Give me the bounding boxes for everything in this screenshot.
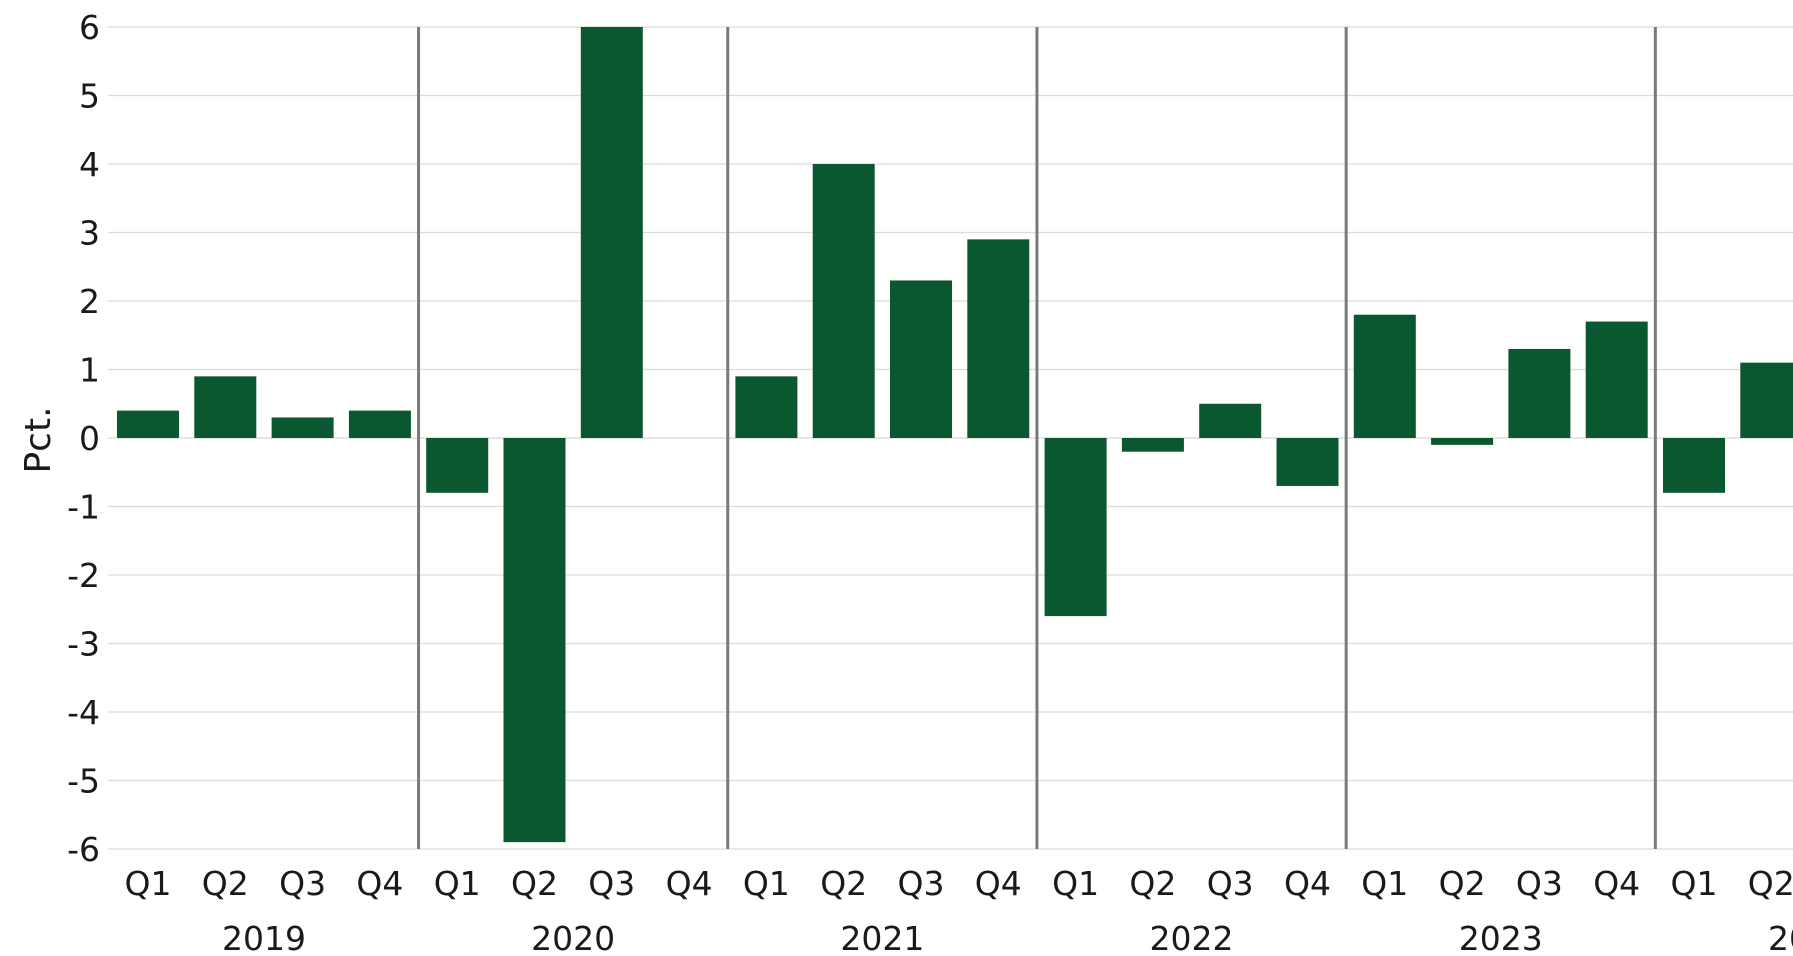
year-label: 2019	[222, 919, 306, 956]
x-tick-label: Q2	[1129, 864, 1176, 903]
y-tick-label: 1	[79, 351, 100, 390]
bar	[194, 376, 257, 438]
y-tick-label: 5	[79, 77, 100, 116]
bars	[117, 27, 1793, 843]
bar	[1121, 438, 1184, 452]
bar	[117, 410, 179, 438]
bar	[1508, 348, 1571, 438]
x-tick-label: Q3	[588, 864, 635, 903]
x-tick-label: Q3	[898, 864, 945, 903]
bar	[503, 438, 566, 843]
x-tick-label: Q2	[511, 864, 558, 903]
x-tick-label: Q2	[1439, 864, 1486, 903]
y-tick-label: 6	[79, 8, 100, 47]
x-tick-label: Q2	[1748, 864, 1793, 903]
x-tick-label: Q1	[434, 864, 481, 903]
bar	[1044, 438, 1107, 617]
y-tick-label: -1	[67, 488, 100, 527]
x-tick-label: Q1	[1052, 864, 1099, 903]
x-tick-label: Q4	[1593, 864, 1640, 903]
x-tick-label: Q3	[1207, 864, 1254, 903]
bar	[967, 239, 1030, 438]
bar	[1585, 321, 1648, 438]
x-tick-label: Q2	[820, 864, 867, 903]
year-label: 2020	[531, 919, 615, 956]
bar	[348, 410, 411, 438]
bar	[1431, 438, 1494, 445]
year-label: 2022	[1150, 919, 1234, 956]
y-tick-label: 0	[79, 419, 100, 458]
bar	[890, 280, 952, 438]
bar	[1353, 314, 1416, 438]
y-tick-labels: 6 5 4 3 2 1 0 -1 -2 -3 -4 -5 -6	[67, 8, 100, 869]
bar	[271, 417, 334, 438]
y-tick-label: 2	[79, 282, 100, 321]
y-tick-label: -4	[67, 693, 100, 732]
y-tick-label: -2	[67, 556, 100, 595]
x-tick-label: Q1	[125, 864, 172, 903]
year-label: 2023	[1459, 919, 1543, 956]
x-tick-label: Q1	[1361, 864, 1408, 903]
year-separators	[417, 27, 1657, 849]
x-tick-label: Q3	[279, 864, 326, 903]
bar	[580, 27, 643, 438]
x-tick-labels: Q1 Q2 Q3 Q4 Q1 Q2 Q3 Q4 Q1 Q2 Q3 Q4 Q1 Q2 Q3 Q4 Q1 Q2 Q3 Q4…	[125, 864, 1793, 903]
y-tick-label: 4	[79, 145, 100, 184]
x-tick-label: Q4	[1284, 864, 1331, 903]
bar	[812, 164, 875, 438]
bar	[426, 438, 489, 493]
y-axis-label: Pct.	[18, 406, 59, 473]
x-tick-label: Q4	[666, 864, 713, 903]
year-label: 2021	[840, 919, 924, 956]
bar	[1663, 438, 1725, 493]
x-tick-label: Q4	[975, 864, 1022, 903]
y-tick-label: -6	[67, 830, 100, 869]
year-label: 2024	[1768, 919, 1793, 956]
bar	[735, 376, 798, 438]
x-tick-label: Q1	[743, 864, 790, 903]
x-tick-label: Q2	[202, 864, 249, 903]
y-tick-label: -3	[67, 625, 100, 664]
x-tick-label: Q3	[1516, 864, 1563, 903]
x-tick-label: Q1	[1671, 864, 1718, 903]
bar	[1199, 403, 1262, 438]
y-tick-label: -5	[67, 762, 100, 801]
bar	[1276, 438, 1339, 486]
x-tick-label: Q4	[356, 864, 403, 903]
year-labels: 2019 2020 2021 2022 2023 2024	[222, 919, 1793, 956]
bar	[1740, 362, 1793, 438]
y-tick-label: 3	[79, 214, 100, 253]
